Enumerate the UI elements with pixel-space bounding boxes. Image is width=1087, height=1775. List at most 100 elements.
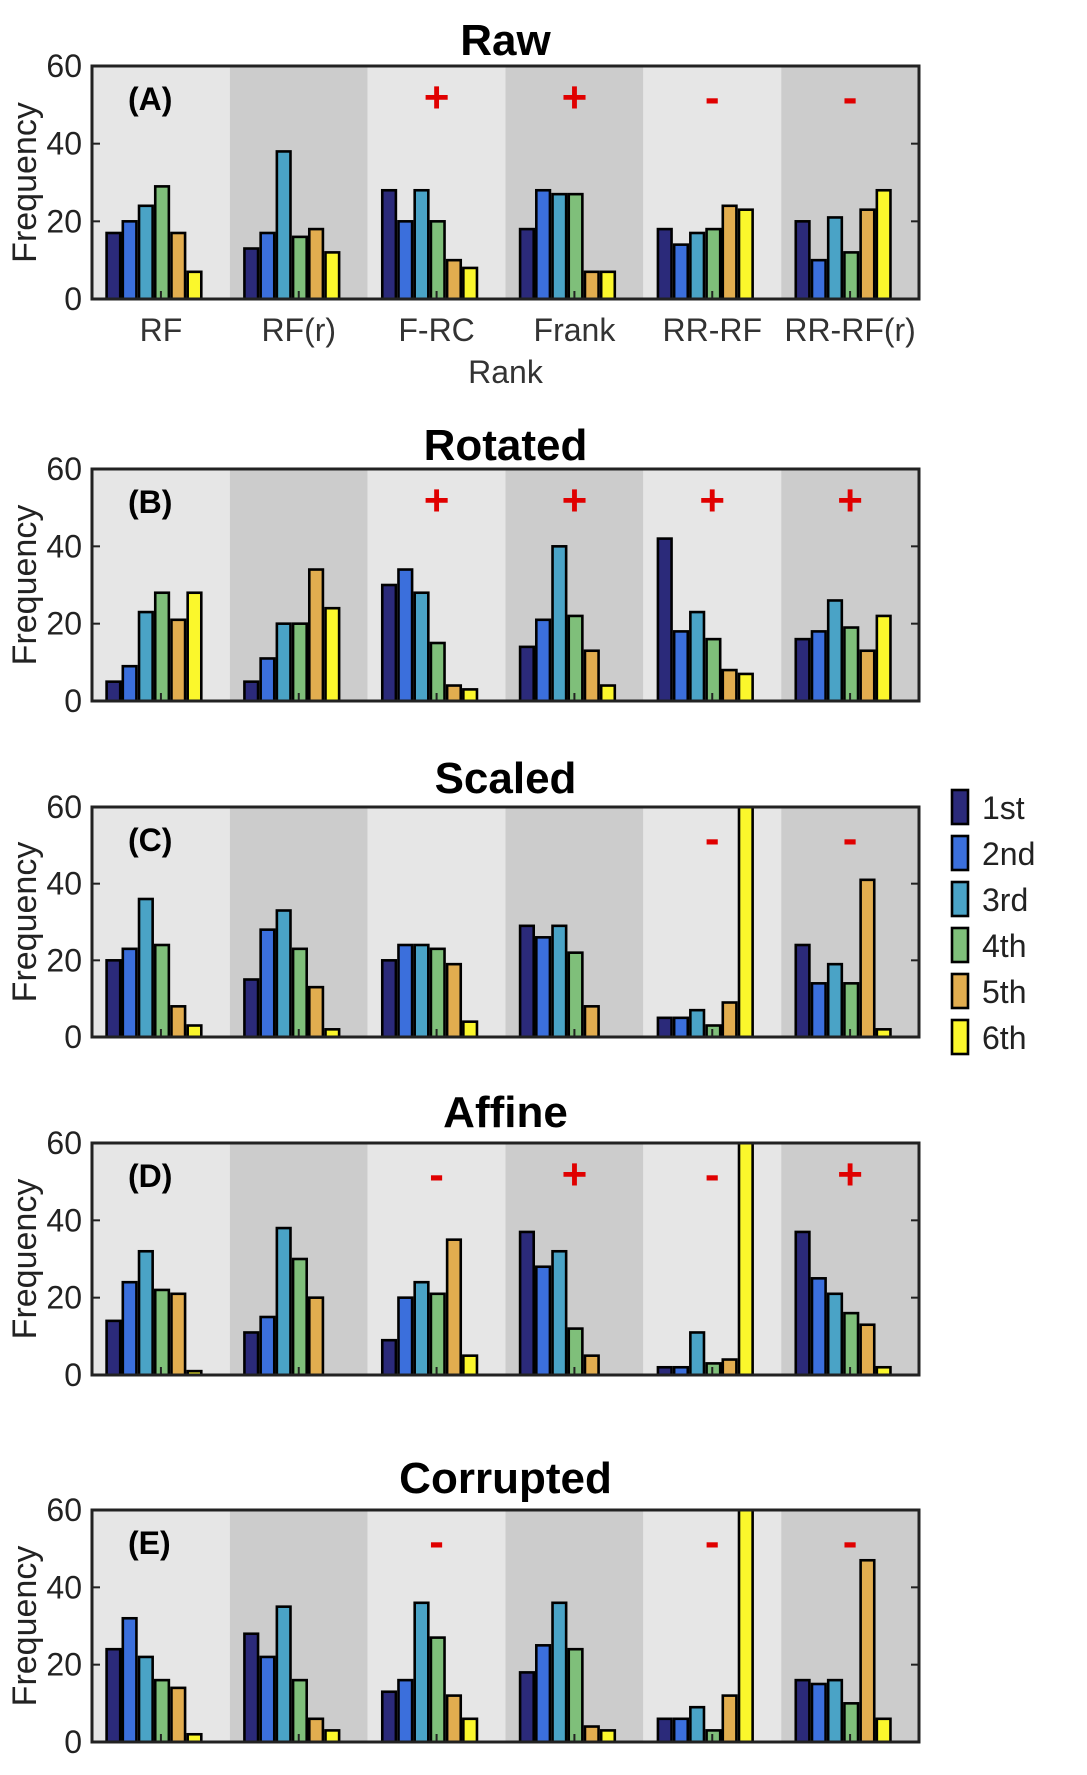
bar xyxy=(551,924,568,1039)
bar xyxy=(535,1644,552,1744)
bar xyxy=(380,1690,398,1744)
bar xyxy=(462,1354,479,1377)
category-band xyxy=(643,1510,782,1742)
bar xyxy=(705,1729,722,1744)
bar xyxy=(259,928,276,1039)
bar xyxy=(656,1717,673,1744)
y-axis-label: Frequency xyxy=(6,102,44,263)
y-tick-label: 60 xyxy=(46,1125,82,1161)
bar xyxy=(843,1702,860,1744)
bar xyxy=(567,614,584,703)
bar xyxy=(843,251,860,301)
bar xyxy=(413,943,430,1039)
bar xyxy=(105,680,122,703)
bar xyxy=(551,1601,568,1744)
y-tick-label: 60 xyxy=(46,48,82,84)
chart-panel-5: 0 20 40 60 Corrupted (E) Frequency - - - xyxy=(6,1454,921,1760)
significance-marker: - xyxy=(429,1150,444,1199)
bar xyxy=(307,985,325,1039)
significance-marker: + xyxy=(562,73,588,122)
bar xyxy=(705,637,722,703)
x-tick-label: RF(r) xyxy=(261,312,336,348)
y-axis-label: Frequency xyxy=(6,1179,44,1340)
legend-label: 1st xyxy=(982,790,1025,826)
bar xyxy=(121,664,138,703)
y-tick-label: 20 xyxy=(46,606,82,642)
bar xyxy=(243,247,260,301)
bar xyxy=(656,1016,673,1039)
legend-label: 3rd xyxy=(982,882,1028,918)
bar xyxy=(567,1647,584,1744)
bar xyxy=(875,614,892,703)
significance-marker: - xyxy=(843,73,858,122)
axes-box xyxy=(90,805,921,1039)
bar xyxy=(324,606,341,703)
bar xyxy=(810,258,827,301)
bar xyxy=(397,1296,414,1377)
bar xyxy=(259,231,276,301)
bar xyxy=(413,591,430,703)
bar xyxy=(656,227,673,301)
bar xyxy=(397,568,414,703)
panel-title: Raw xyxy=(460,16,551,65)
bar xyxy=(275,1226,292,1377)
bar xyxy=(672,1016,690,1039)
legend-label: 6th xyxy=(982,1020,1026,1056)
legend-swatch xyxy=(950,880,970,918)
y-tick-label: 20 xyxy=(46,942,82,978)
x-tick-label: RR-RF(r) xyxy=(784,312,916,348)
legend: 1st 2nd 3rd 4th 5th 6th xyxy=(950,788,1035,1056)
y-tick-label: 20 xyxy=(46,1647,82,1683)
bar xyxy=(243,680,260,703)
bar xyxy=(153,943,171,1039)
y-tick-label: 20 xyxy=(46,203,82,239)
bar xyxy=(413,1601,430,1744)
bar xyxy=(291,1257,308,1377)
bar xyxy=(859,208,876,301)
bar xyxy=(826,599,844,703)
bar xyxy=(721,1001,738,1039)
significance-marker: - xyxy=(705,73,720,122)
bar xyxy=(826,216,844,301)
bar xyxy=(656,537,673,703)
bar xyxy=(243,1331,260,1377)
legend-swatch xyxy=(950,926,970,964)
bar xyxy=(121,1280,138,1377)
bar xyxy=(462,1020,479,1039)
bar xyxy=(859,1323,876,1377)
bar xyxy=(599,1729,617,1744)
bar xyxy=(291,235,308,301)
panel-label: (C) xyxy=(128,822,172,858)
bar xyxy=(859,649,876,703)
bar xyxy=(105,959,122,1039)
bar xyxy=(810,630,827,703)
bar xyxy=(186,591,203,703)
panel-title: Scaled xyxy=(435,754,577,803)
bar xyxy=(462,688,479,703)
bar xyxy=(153,1288,171,1377)
y-tick-label: 0 xyxy=(64,281,82,317)
bar xyxy=(583,1354,600,1377)
bar xyxy=(535,1265,552,1377)
bar xyxy=(794,1678,811,1744)
panel-label: (B) xyxy=(128,484,172,520)
bar xyxy=(810,1682,827,1744)
bar xyxy=(170,618,187,703)
bar xyxy=(291,947,308,1039)
bar xyxy=(307,227,325,301)
bar xyxy=(535,936,552,1039)
bar xyxy=(535,188,552,301)
significance-marker: - xyxy=(705,814,720,863)
y-axis-label: Frequency xyxy=(6,842,44,1003)
bar xyxy=(518,1230,536,1377)
legend-label: 4th xyxy=(982,928,1026,964)
bar xyxy=(535,618,552,703)
bar xyxy=(721,204,738,301)
bar xyxy=(429,1636,446,1744)
bar xyxy=(705,227,722,301)
significance-marker: - xyxy=(429,1517,444,1566)
bar xyxy=(721,668,738,703)
y-tick-label: 60 xyxy=(46,451,82,487)
bar xyxy=(689,1008,706,1039)
